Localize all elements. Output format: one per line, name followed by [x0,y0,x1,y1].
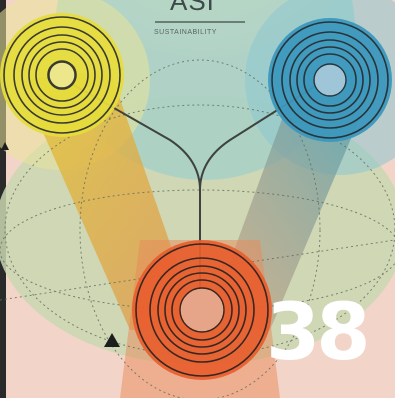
triangle-marker-icon [104,333,120,347]
connector-blue [199,79,326,191]
yellow-target [0,13,124,137]
triangle-marker-icon [1,142,9,150]
dashed-ring-2 [79,59,321,398]
orange-target [132,240,272,380]
dashed-axis [0,239,395,301]
page-number: 38 [266,288,371,378]
logo-text: ASI [170,0,215,16]
blue-target [268,18,392,142]
logo-subtitle: SUSTAINABILITY [154,29,217,36]
